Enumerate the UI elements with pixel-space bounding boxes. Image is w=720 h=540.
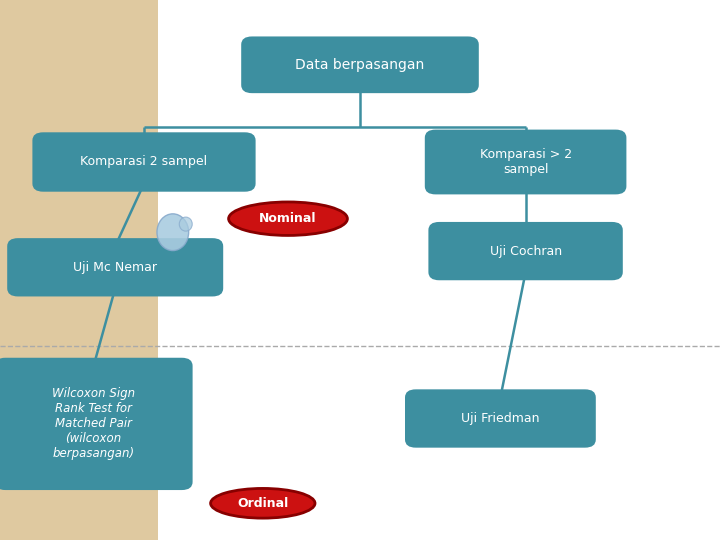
Text: Komparasi > 2
sampel: Komparasi > 2 sampel — [480, 148, 572, 176]
FancyBboxPatch shape — [7, 238, 223, 296]
FancyBboxPatch shape — [32, 132, 256, 192]
Text: Ordinal: Ordinal — [237, 497, 289, 510]
Ellipse shape — [157, 214, 189, 251]
FancyBboxPatch shape — [405, 389, 596, 448]
FancyBboxPatch shape — [241, 36, 479, 93]
Text: Uji Cochran: Uji Cochran — [490, 245, 562, 258]
FancyBboxPatch shape — [0, 357, 193, 490]
Text: Data berpasangan: Data berpasangan — [295, 58, 425, 72]
FancyBboxPatch shape — [428, 222, 623, 280]
Ellipse shape — [211, 488, 315, 518]
Ellipse shape — [179, 217, 192, 231]
Text: Uji Friedman: Uji Friedman — [461, 412, 540, 425]
Text: Nominal: Nominal — [259, 212, 317, 225]
Bar — [0, 0, 158, 540]
Text: Uji Mc Nemar: Uji Mc Nemar — [73, 261, 157, 274]
Text: Wilcoxon Sign
Rank Test for
Matched Pair
(wilcoxon
berpasangan): Wilcoxon Sign Rank Test for Matched Pair… — [52, 387, 135, 461]
Text: Komparasi 2 sampel: Komparasi 2 sampel — [81, 156, 207, 168]
Ellipse shape — [229, 202, 348, 235]
FancyBboxPatch shape — [425, 130, 626, 194]
